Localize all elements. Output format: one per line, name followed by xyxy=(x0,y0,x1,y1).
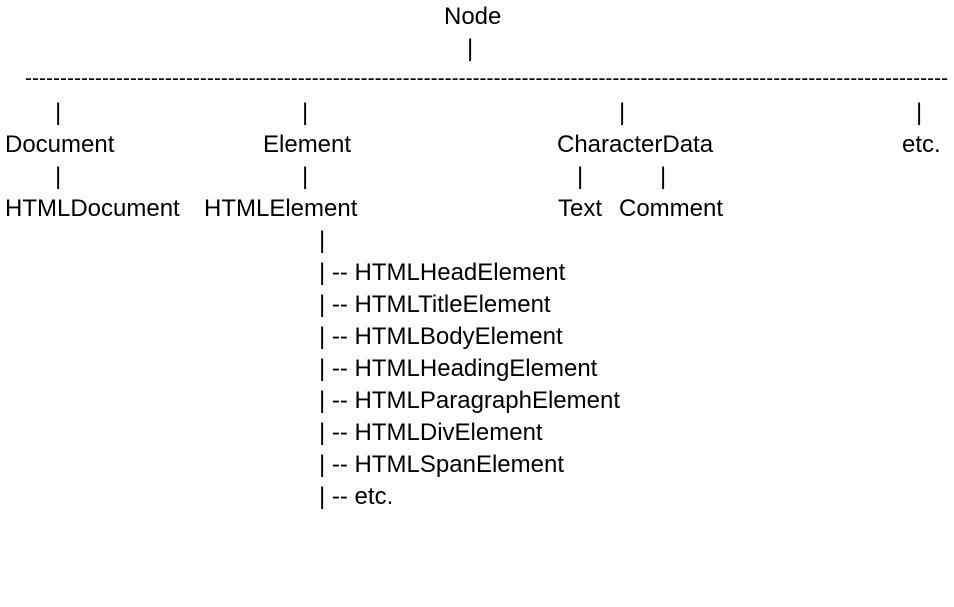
htmlelement-child-item: | -- HTMLHeadingElement xyxy=(319,355,597,383)
node-comment: Comment xyxy=(619,195,723,223)
connector-l1-chardata: | xyxy=(619,99,625,127)
htmlelement-child-item: | -- HTMLSpanElement xyxy=(319,451,564,479)
htmlelement-child-item: | -- HTMLTitleElement xyxy=(319,291,551,319)
htmlelement-child-item: | -- HTMLDivElement xyxy=(319,419,543,447)
htmlelement-child-item: | -- HTMLParagraphElement xyxy=(319,387,620,415)
node-characterdata: CharacterData xyxy=(557,131,713,159)
htmlelement-child-item: | -- HTMLHeadElement xyxy=(319,259,565,287)
node-htmldocument: HTMLDocument xyxy=(5,195,180,223)
diagram-canvas: Node | ---------------------------------… xyxy=(0,0,954,607)
htmlelement-child-item: | -- HTMLBodyElement xyxy=(319,323,563,351)
htmlelement-child-item: | -- etc. xyxy=(319,483,393,511)
node-text: Text xyxy=(558,195,602,223)
node-root: Node xyxy=(444,3,501,31)
node-document: Document xyxy=(5,131,114,159)
node-htmlelement: HTMLElement xyxy=(204,195,357,223)
horizontal-divider: ----------------------------------------… xyxy=(25,67,948,91)
connector-l1-document: | xyxy=(55,99,61,127)
node-etc: etc. xyxy=(902,131,941,159)
connector-htmlelement-children: | xyxy=(319,227,325,255)
connector-l2-htmldocument: | xyxy=(55,163,61,191)
connector-l1-element: | xyxy=(302,99,308,127)
node-element: Element xyxy=(263,131,351,159)
connector-l1-etc: | xyxy=(916,99,922,127)
connector-l2-text: | xyxy=(577,163,583,191)
connector-l2-htmlelement: | xyxy=(302,163,308,191)
connector-l2-comment: | xyxy=(660,163,666,191)
connector-root: | xyxy=(467,35,473,63)
